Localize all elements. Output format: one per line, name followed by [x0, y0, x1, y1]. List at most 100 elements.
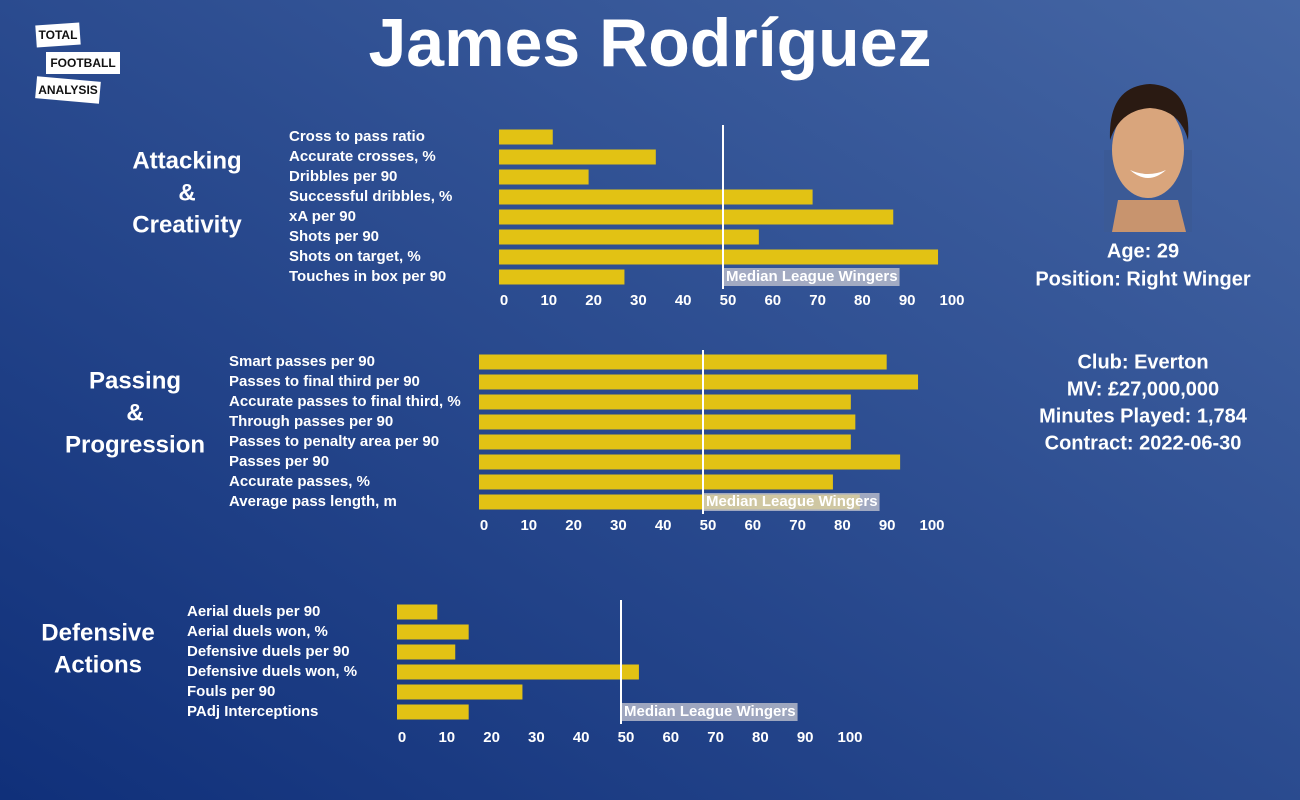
- chart-title: Attacking: [132, 147, 241, 174]
- bar: [397, 604, 438, 620]
- logo-box: [35, 76, 101, 104]
- bar: [479, 414, 856, 430]
- x-tick-label: 30: [610, 517, 627, 534]
- bar: [479, 394, 851, 410]
- x-tick-label: 10: [520, 517, 537, 534]
- bar: [479, 454, 901, 470]
- player-photo: [1104, 84, 1192, 232]
- x-tick-label: 50: [618, 729, 635, 746]
- player-info: Contract: 2022-06-30: [1045, 432, 1242, 454]
- x-tick-label: 70: [809, 292, 826, 309]
- bar: [397, 664, 639, 680]
- median-label-bg: [724, 268, 900, 286]
- bar: [499, 189, 813, 205]
- x-tick-label: 100: [919, 517, 944, 534]
- median-label: Median League Wingers: [624, 703, 796, 720]
- category-label: Passes to penalty area per 90: [229, 433, 439, 450]
- median-label: Median League Wingers: [726, 268, 898, 285]
- hair: [1109, 84, 1189, 140]
- bar: [499, 229, 759, 245]
- category-label: xA per 90: [289, 208, 356, 225]
- bar: [479, 374, 919, 390]
- page-title: James Rodríguez: [368, 5, 931, 81]
- bar: [479, 474, 833, 490]
- x-tick-label: 80: [854, 292, 871, 309]
- category-label: Aerial duels per 90: [187, 603, 320, 620]
- logo: TOTAL FOOTBALL ANALYSIS: [35, 22, 120, 104]
- bar: [397, 704, 469, 720]
- player-info: Position: Right Winger: [1035, 268, 1251, 290]
- x-tick-label: 40: [675, 292, 692, 309]
- category-label: Touches in box per 90: [289, 268, 446, 285]
- category-label: Passes per 90: [229, 453, 329, 470]
- x-tick-label: 40: [655, 517, 672, 534]
- category-label: Fouls per 90: [187, 683, 275, 700]
- bar: [499, 269, 625, 285]
- x-tick-label: 70: [707, 729, 724, 746]
- bar: [479, 434, 851, 450]
- chart-title: &: [178, 179, 195, 206]
- median-label: Median League Wingers: [706, 493, 878, 510]
- bar: [499, 129, 553, 145]
- x-tick-label: 100: [837, 729, 862, 746]
- bar: [499, 149, 656, 165]
- logo-text: ANALYSIS: [38, 83, 98, 97]
- x-tick-label: 60: [662, 729, 679, 746]
- category-label: PAdj Interceptions: [187, 703, 318, 720]
- logo-text: FOOTBALL: [50, 56, 115, 70]
- category-label: Through passes per 90: [229, 413, 393, 430]
- median-label-bg: [704, 493, 880, 511]
- x-tick-label: 60: [744, 517, 761, 534]
- x-tick-label: 70: [789, 517, 806, 534]
- x-tick-label: 30: [630, 292, 647, 309]
- category-label: Accurate passes, %: [229, 473, 370, 490]
- x-tick-label: 80: [834, 517, 851, 534]
- category-label: Accurate crosses, %: [289, 148, 436, 165]
- player-info: Minutes Played: 1,784: [1039, 405, 1248, 427]
- x-tick-label: 50: [700, 517, 717, 534]
- player-info: Club: Everton: [1077, 351, 1208, 373]
- x-tick-label: 10: [438, 729, 455, 746]
- x-tick-label: 0: [480, 517, 488, 534]
- player-info: Age: 29: [1107, 240, 1179, 262]
- category-label: Average pass length, m: [229, 493, 397, 510]
- x-tick-label: 100: [939, 292, 964, 309]
- logo-text: TOTAL: [39, 28, 78, 42]
- chart-title: &: [126, 399, 143, 426]
- category-label: Smart passes per 90: [229, 353, 375, 370]
- x-tick-label: 20: [565, 517, 582, 534]
- category-label: Cross to pass ratio: [289, 128, 425, 145]
- category-label: Passes to final third per 90: [229, 373, 420, 390]
- bar: [499, 169, 589, 185]
- bar: [397, 624, 469, 640]
- neck: [1112, 200, 1186, 232]
- x-tick-label: 60: [764, 292, 781, 309]
- x-tick-label: 20: [585, 292, 602, 309]
- bar: [397, 644, 456, 660]
- category-label: Accurate passes to final third, %: [229, 393, 461, 410]
- bar: [499, 209, 894, 225]
- bar: [479, 354, 887, 370]
- smile: [1130, 170, 1166, 178]
- bar: [499, 249, 939, 265]
- category-label: Dribbles per 90: [289, 168, 397, 185]
- category-label: Aerial duels won, %: [187, 623, 328, 640]
- category-label: Shots per 90: [289, 228, 379, 245]
- logo-box: [35, 22, 81, 48]
- x-tick-label: 80: [752, 729, 769, 746]
- chart-title: Actions: [54, 651, 142, 678]
- chart-title: Progression: [65, 431, 205, 458]
- x-tick-label: 0: [398, 729, 406, 746]
- category-label: Defensive duels won, %: [187, 663, 357, 680]
- x-tick-label: 40: [573, 729, 590, 746]
- category-label: Successful dribbles, %: [289, 188, 452, 205]
- category-label: Shots on target, %: [289, 248, 421, 265]
- x-tick-label: 90: [879, 517, 896, 534]
- x-tick-label: 90: [899, 292, 916, 309]
- x-tick-label: 30: [528, 729, 545, 746]
- x-tick-label: 90: [797, 729, 814, 746]
- x-tick-label: 50: [720, 292, 737, 309]
- player-info: MV: £27,000,000: [1067, 378, 1219, 400]
- x-tick-label: 0: [500, 292, 508, 309]
